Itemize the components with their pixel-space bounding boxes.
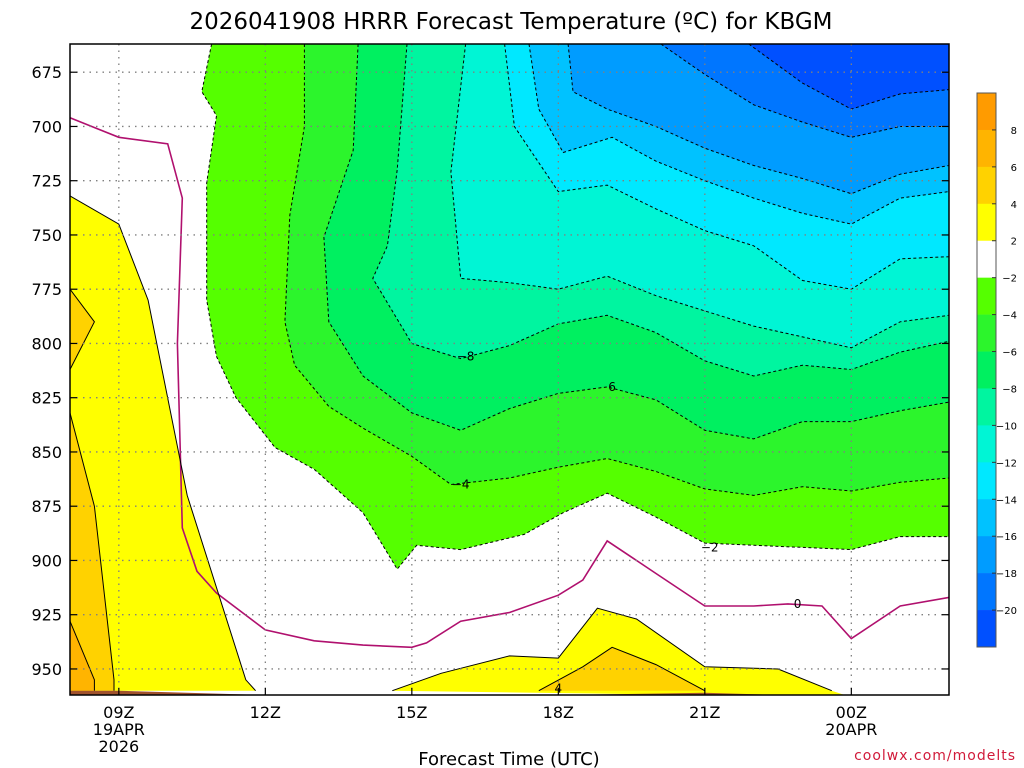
- y-tick-label: 950: [31, 660, 62, 679]
- colorbar-label: −14: [996, 495, 1017, 506]
- time-axis: 09Z 19APR 2026 12Z 15Z 18Z 21Z 00Z 20APR: [93, 688, 877, 756]
- x-tick-label: 21Z: [689, 703, 720, 722]
- temp-band-5: [538, 647, 705, 691]
- isotherm-5: [392, 607, 832, 692]
- x-tick-label: 00Z 20APR: [825, 703, 877, 739]
- colorbar-label: −18: [996, 569, 1017, 580]
- x-tick-label: 12Z: [250, 703, 281, 722]
- y-tick-label: 725: [31, 172, 62, 191]
- x-tick-label: 15Z: [396, 703, 427, 722]
- isotherm-label: 0: [794, 597, 802, 611]
- colorbar-swatch: [977, 425, 996, 463]
- x-tick-label-line: 21Z: [689, 703, 720, 722]
- colorbar-frame: [976, 92, 997, 648]
- colorbar-swatch: [977, 166, 996, 205]
- colorbar-swatch: [977, 129, 996, 168]
- isotherm-11: [450, 44, 949, 349]
- y-tick-label: 850: [31, 443, 62, 462]
- x-tick-label-line: 00Z: [836, 703, 867, 722]
- x-tick-label-line: 15Z: [396, 703, 427, 722]
- y-tick-label: 800: [31, 334, 62, 353]
- x-tick-label: 18Z: [543, 703, 574, 722]
- colorbar-swatch: [977, 536, 996, 574]
- isotherm-lines: [70, 44, 949, 692]
- isotherm-0: [70, 117, 949, 649]
- temp-band-3: [70, 621, 95, 691]
- temp-band-0: [70, 195, 256, 691]
- pressure-axis: 675 700 725 750 775 800 825 850 875 900 925 950: [31, 63, 949, 679]
- colorbar-label: 4: [1011, 200, 1017, 211]
- isotherm-8: [284, 44, 949, 496]
- colorbar-label: −4: [1002, 311, 1017, 322]
- chart-title: 2026041908 HRRR Forecast Temperature (ºC…: [189, 9, 832, 35]
- y-tick-label: 825: [31, 389, 62, 408]
- x-tick-label-line: 09Z: [103, 703, 134, 722]
- temp-band-1: [70, 412, 114, 691]
- colorbar-swatch: [977, 499, 996, 537]
- colorbar-swatch: [977, 93, 996, 131]
- y-tick-label: 875: [31, 497, 62, 516]
- colorbar-label: −10: [996, 421, 1017, 432]
- ground-surface: [70, 690, 949, 695]
- isotherm-label: −2: [701, 540, 719, 554]
- isotherm-label: −8: [457, 349, 475, 363]
- x-tick-label-line: 18Z: [543, 703, 574, 722]
- colorbar-swatch: [977, 240, 996, 278]
- plot-area: [70, 44, 949, 695]
- x-tick-label: 09Z 19APR 2026: [93, 703, 145, 756]
- y-tick-label: 925: [31, 606, 62, 625]
- x-tick-label-line: 19APR: [93, 720, 145, 739]
- isotherm-label: −4: [452, 478, 470, 492]
- colorbar-label: −16: [996, 532, 1017, 543]
- colorbar-label: 8: [1011, 126, 1017, 137]
- plot-frame: [69, 43, 950, 696]
- y-tick-label: 775: [31, 280, 62, 299]
- colorbar-swatch: [977, 277, 996, 315]
- colorbar-swatch: [977, 351, 996, 389]
- isotherm-6: [538, 646, 706, 692]
- x-tick-label-line: 12Z: [250, 703, 281, 722]
- credit-text: coolwx.com/modelts: [854, 748, 1016, 764]
- temperature-fill-bands: [70, 44, 949, 695]
- temp-band-2: [70, 289, 95, 370]
- temp-band-15: [748, 44, 949, 110]
- colorbar-label: 6: [1011, 163, 1017, 174]
- y-tick-label: 700: [31, 117, 62, 136]
- y-tick-label: 900: [31, 551, 62, 570]
- colorbar-swatch: [977, 462, 996, 500]
- colorbar-swatch: [977, 203, 996, 242]
- isotherm-3: [70, 288, 95, 370]
- isotherm-14: [567, 44, 949, 195]
- colorbar-label: −6: [1002, 348, 1017, 359]
- x-axis-label: Forecast Time (UTC): [418, 749, 599, 768]
- isotherm-7: [201, 44, 949, 570]
- isotherm-9: [323, 44, 949, 440]
- colorbar-swatch: [977, 388, 996, 426]
- colorbar-label: −2: [1002, 274, 1017, 285]
- colorbar-label: −12: [996, 458, 1017, 469]
- x-tick-label-line: 20APR: [825, 720, 877, 739]
- isotherm-label: 6: [608, 380, 616, 394]
- colorbar-label: −20: [996, 606, 1017, 617]
- colorbar-swatch: [977, 610, 996, 648]
- colorbar-swatch: [977, 314, 996, 352]
- isotherm-13: [528, 44, 949, 225]
- y-tick-label: 675: [31, 63, 62, 82]
- colorbar: 8 6 4 2 −2 −4 −6 −8 −10 −12 −14 −16 −18 −20: [976, 92, 1017, 648]
- colorbar-label: −8: [1002, 384, 1017, 395]
- y-tick-label: 750: [31, 226, 62, 245]
- colorbar-label: 2: [1011, 237, 1017, 248]
- x-tick-label-line: 2026: [98, 737, 139, 756]
- colorbar-swatch: [977, 573, 996, 611]
- gridlines: [70, 44, 949, 695]
- isotherm-2: [70, 412, 115, 691]
- isotherm-10: [372, 44, 949, 377]
- isotherm-4: [70, 621, 95, 691]
